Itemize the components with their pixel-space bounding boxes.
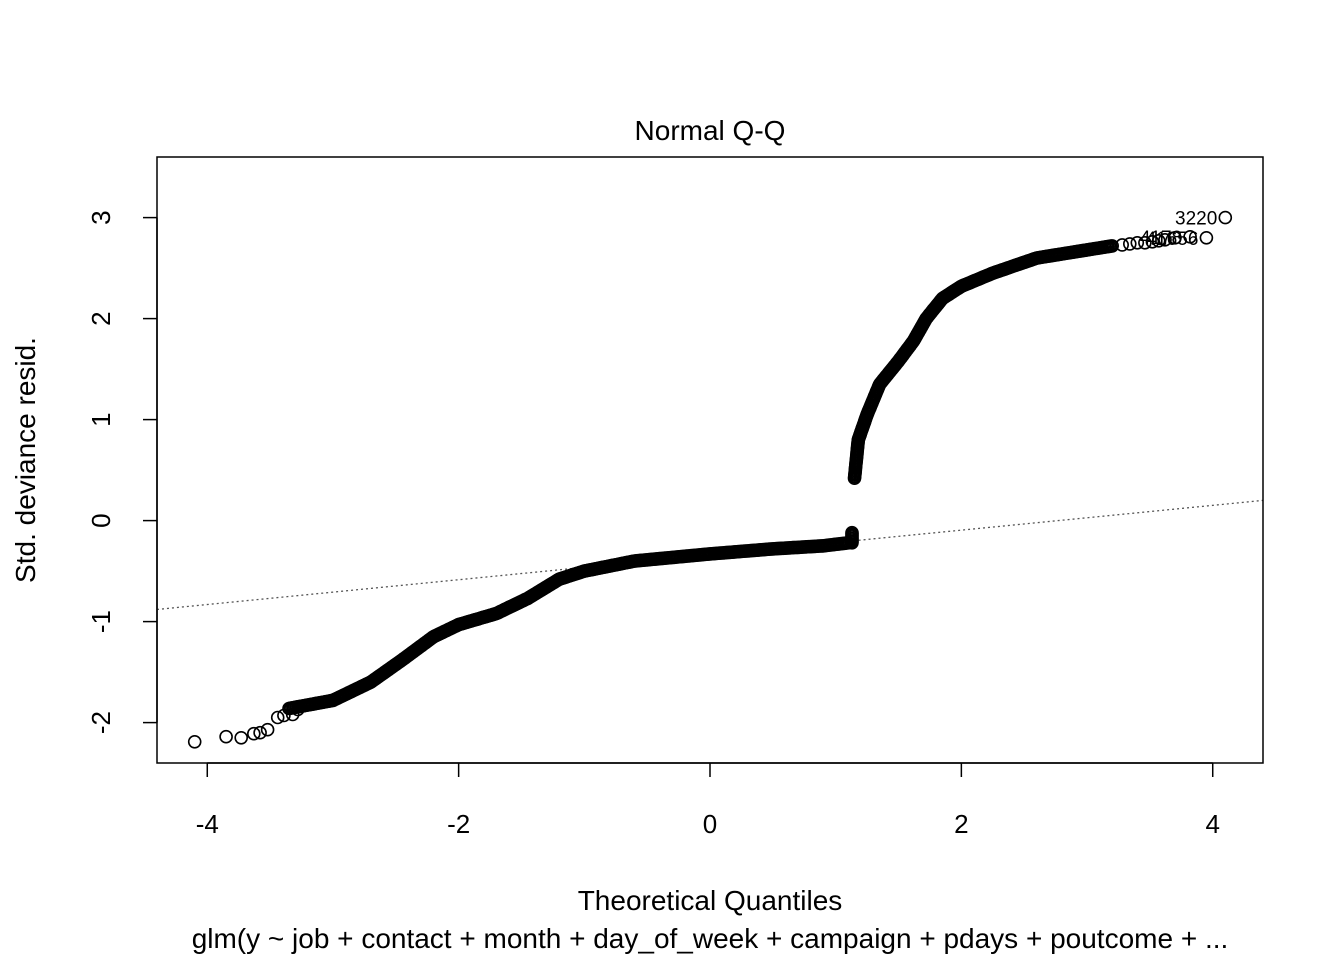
qq-point bbox=[1130, 236, 1145, 250]
x-tick-label: 4 bbox=[1205, 809, 1219, 839]
qq-point bbox=[1145, 235, 1160, 249]
point-id-label: 41656 bbox=[1146, 229, 1199, 250]
qq-point bbox=[1138, 236, 1152, 250]
y-tick-label: 2 bbox=[86, 311, 116, 325]
x-axis-title: Theoretical Quantiles bbox=[578, 885, 843, 916]
y-tick-label: -2 bbox=[86, 711, 116, 734]
qq-point bbox=[247, 726, 261, 741]
plot-frame bbox=[156, 156, 1264, 764]
qq-point bbox=[1151, 234, 1166, 248]
qq-point bbox=[1183, 230, 1197, 244]
qq-point bbox=[270, 710, 285, 725]
chart-title: Normal Q-Q bbox=[635, 115, 786, 146]
qq-point bbox=[845, 535, 859, 550]
qq-point bbox=[1158, 233, 1172, 247]
qq-point bbox=[277, 708, 291, 723]
qq-point bbox=[260, 722, 275, 737]
point-id-label: 3220 bbox=[1175, 209, 1217, 230]
model-formula-subtitle: glm(y ~ job + contact + month + day_of_w… bbox=[192, 923, 1229, 954]
x-tick-label: 2 bbox=[954, 809, 968, 839]
x-tick-label: 0 bbox=[703, 809, 717, 839]
qq-point bbox=[234, 730, 248, 745]
qq-point bbox=[187, 734, 202, 749]
qq-point bbox=[1199, 231, 1214, 245]
qq-point bbox=[1115, 238, 1129, 252]
x-tick-label: -2 bbox=[447, 809, 470, 839]
y-tick-label: 3 bbox=[86, 210, 116, 224]
point-id-label: 4178 bbox=[1140, 228, 1182, 249]
y-tick-label: 1 bbox=[86, 412, 116, 426]
y-tick-label: 0 bbox=[86, 513, 116, 527]
x-tick-label: -4 bbox=[196, 809, 219, 839]
qq-point bbox=[1218, 210, 1233, 225]
data-points bbox=[187, 210, 1233, 749]
y-tick-label: -1 bbox=[86, 610, 116, 633]
qq-point bbox=[285, 707, 300, 722]
y-axis-title: Std. deviance resid. bbox=[10, 337, 41, 583]
qq-point bbox=[1123, 237, 1137, 251]
qq-point bbox=[1168, 231, 1182, 245]
qq-point bbox=[219, 729, 233, 744]
qq-point bbox=[253, 725, 267, 740]
qq-point bbox=[1105, 239, 1119, 253]
qq-point bbox=[290, 702, 305, 717]
